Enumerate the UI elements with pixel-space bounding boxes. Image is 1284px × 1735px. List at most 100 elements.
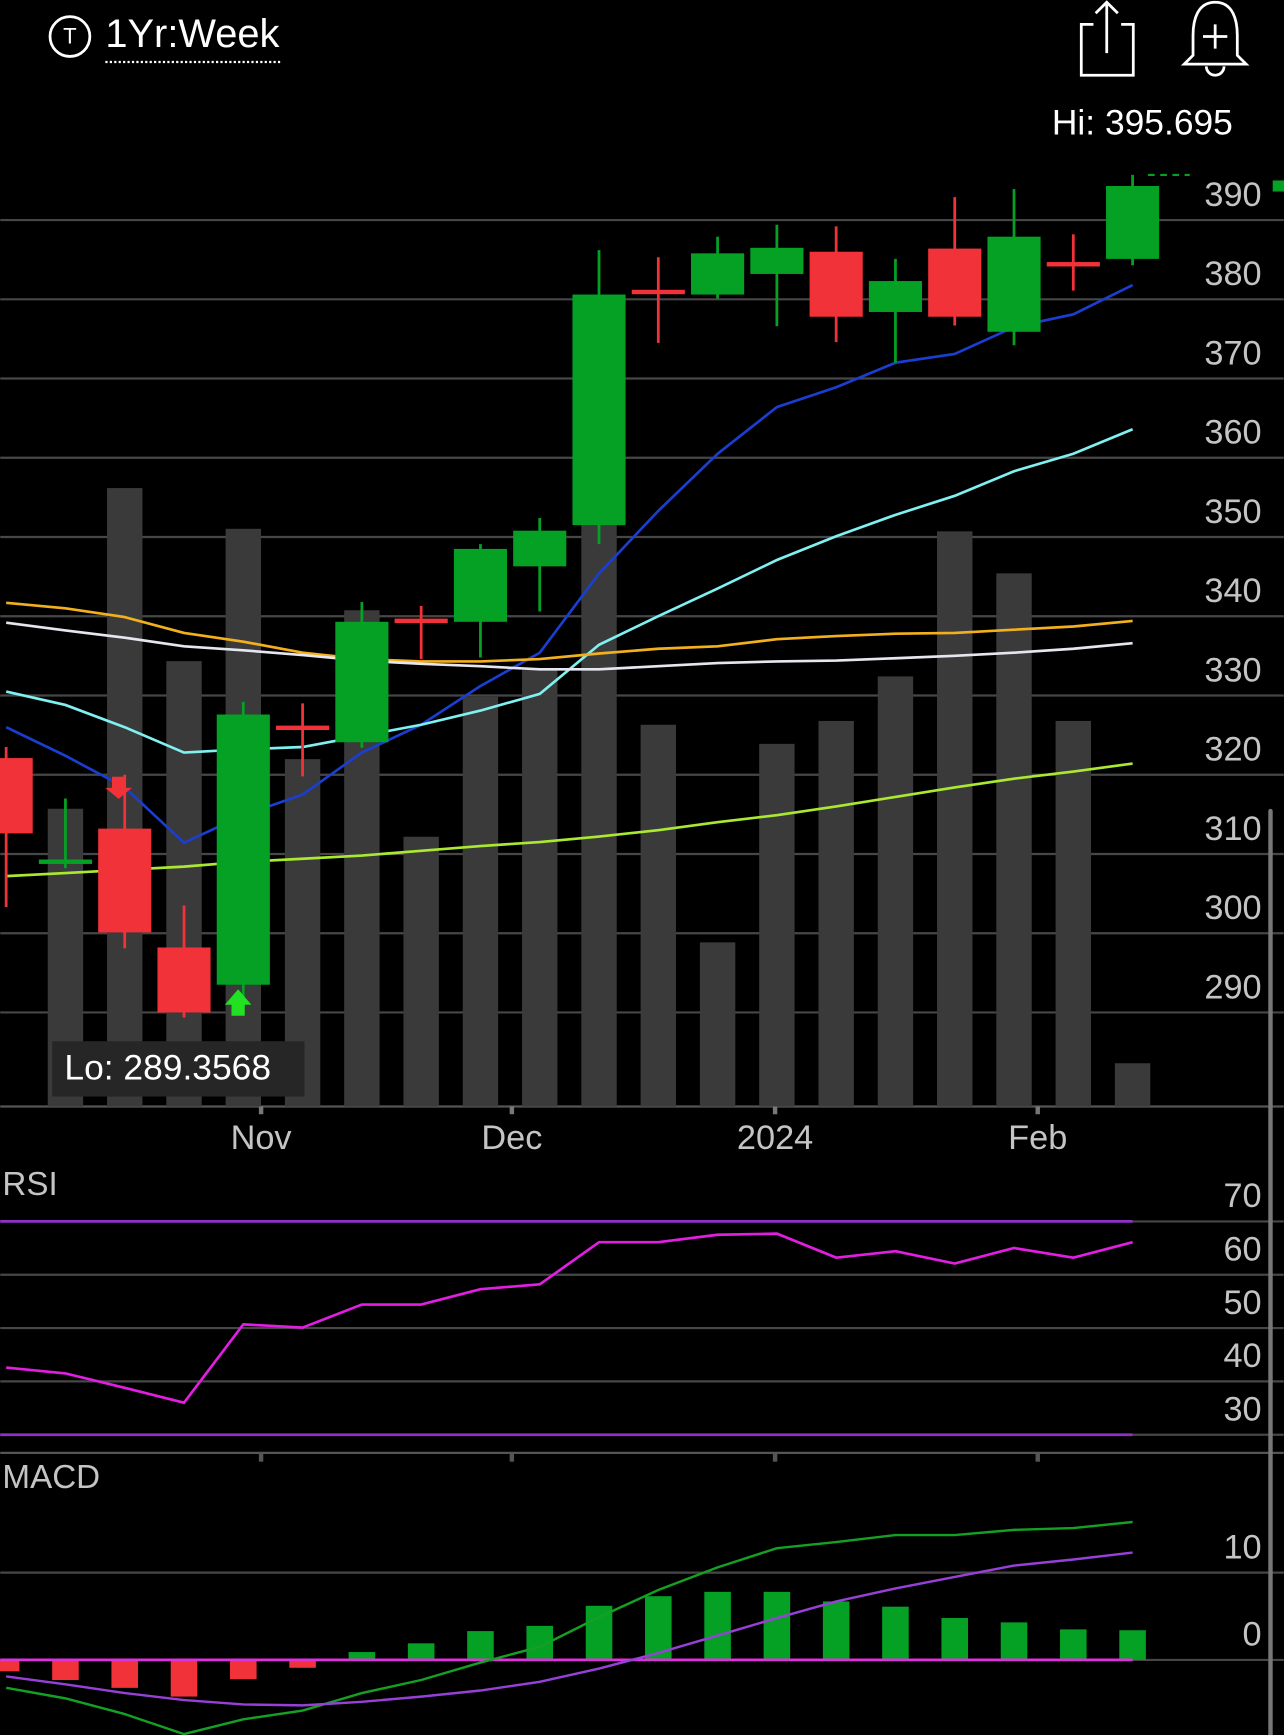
macd-histogram-bar [1119,1630,1146,1660]
candle-body [572,294,626,526]
y-tick-label: 290 [1204,968,1261,1006]
volume-bar [640,724,677,1107]
y-tick-label: 50 [1223,1284,1261,1322]
x-tick-label: Nov [231,1119,293,1157]
x-tick-label: 2024 [737,1119,813,1157]
share-icon-arrow [1094,0,1119,54]
volume-bar [522,670,558,1107]
moving-average-line [6,601,1133,663]
volume-bar [462,696,499,1107]
y-tick-label: 370 [1204,334,1261,372]
y-tick-label: 350 [1204,493,1261,531]
volume-bar [1055,720,1092,1107]
candle-body [513,530,567,567]
volume-bar [1114,1063,1151,1107]
volume-bar [818,720,854,1107]
macd-histogram-bar [467,1631,494,1660]
x-tick-label: Dec [481,1119,542,1157]
candle-body [98,828,152,933]
macd-histogram-bar [170,1659,198,1697]
volume-bar [403,836,439,1107]
bell-plus [1202,24,1228,77]
macd-line [6,1551,1133,1707]
volume-bar [699,942,736,1107]
volume-bar [759,743,795,1107]
alert-button[interactable] [1180,0,1250,77]
symbol-button[interactable]: T [48,15,92,58]
volume-bar [581,462,617,1107]
volume-bar [996,573,1032,1107]
macd-histogram-bar [111,1659,139,1688]
y-tick-label: 380 [1204,255,1261,293]
last-price-marker [1272,180,1284,192]
y-tick-label: 300 [1204,889,1261,927]
symbol-icon-letter: T [63,23,77,48]
y-tick-label: 40 [1223,1337,1261,1375]
candle-body [1046,262,1100,267]
moving-average-line [6,621,1133,671]
y-tick-label: 330 [1204,651,1261,689]
macd-histogram-bar [407,1643,435,1660]
y-tick-label: 70 [1223,1177,1261,1215]
y-tick-label: 0 [1243,1616,1262,1654]
x-tick-label: Feb [1008,1119,1067,1157]
macd-histogram-bar [882,1606,909,1660]
bell-icon [1180,0,1250,66]
low-label-box [52,1041,305,1097]
panel-title: MACD [2,1459,100,1496]
symbol-icon [48,15,92,58]
share-icon-box [1079,22,1135,77]
candle-body [0,758,33,834]
volume-bar [166,661,202,1107]
volume-bar [937,531,973,1107]
macd-histogram-bar [289,1659,316,1668]
macd-histogram-bar [52,1659,79,1681]
macd-histogram-bar [941,1618,969,1660]
share-button[interactable] [1079,0,1135,77]
candle-body [394,618,448,624]
period-selector[interactable]: 1Yr:Week [105,12,282,64]
y-tick-label: 10 [1223,1528,1261,1566]
macd-histogram-bar [763,1591,791,1660]
candle-body [631,289,685,295]
moving-average-line [5,283,1134,845]
y-tick-label: 310 [1204,810,1261,848]
y-tick-label: 390 [1204,176,1261,214]
candle-body [157,947,211,1013]
period-label: 1Yr:Week [105,12,279,56]
candle-body [868,281,923,312]
y-tick-label: 320 [1204,731,1261,769]
panel-title: RSI [2,1166,57,1203]
y-tick-label: 30 [1223,1391,1261,1429]
moving-average-line [6,762,1133,878]
candle-body [928,248,982,317]
candle-body [453,548,508,622]
macd-histogram-bar [822,1601,850,1660]
macd-histogram-bar [1000,1622,1028,1660]
macd-histogram-bar [704,1591,731,1660]
rsi-line [6,1232,1133,1405]
candle-body [987,236,1041,332]
macd-histogram-bar [0,1659,20,1672]
y-tick-label: 360 [1204,414,1261,452]
macd-histogram-bar [230,1659,257,1680]
y-tick-label: 60 [1223,1231,1261,1269]
macd-histogram-bar [585,1605,613,1660]
volume-bar [877,676,914,1107]
macd-line [5,1520,1133,1735]
macd-histogram-bar [348,1652,376,1660]
y-tick-label: 340 [1204,572,1261,610]
candle-body [276,725,330,731]
candle-body [750,247,804,274]
candle-body [691,253,745,295]
candle-body [335,621,389,743]
candle-body [38,859,92,864]
low-label: Lo: 289.3568 [64,1047,271,1087]
candle-body [216,714,270,985]
candle-body [809,251,863,317]
high-label: Hi: 395.695 [1052,102,1233,142]
macd-histogram-bar [1060,1629,1087,1660]
candle-body [1106,185,1160,259]
